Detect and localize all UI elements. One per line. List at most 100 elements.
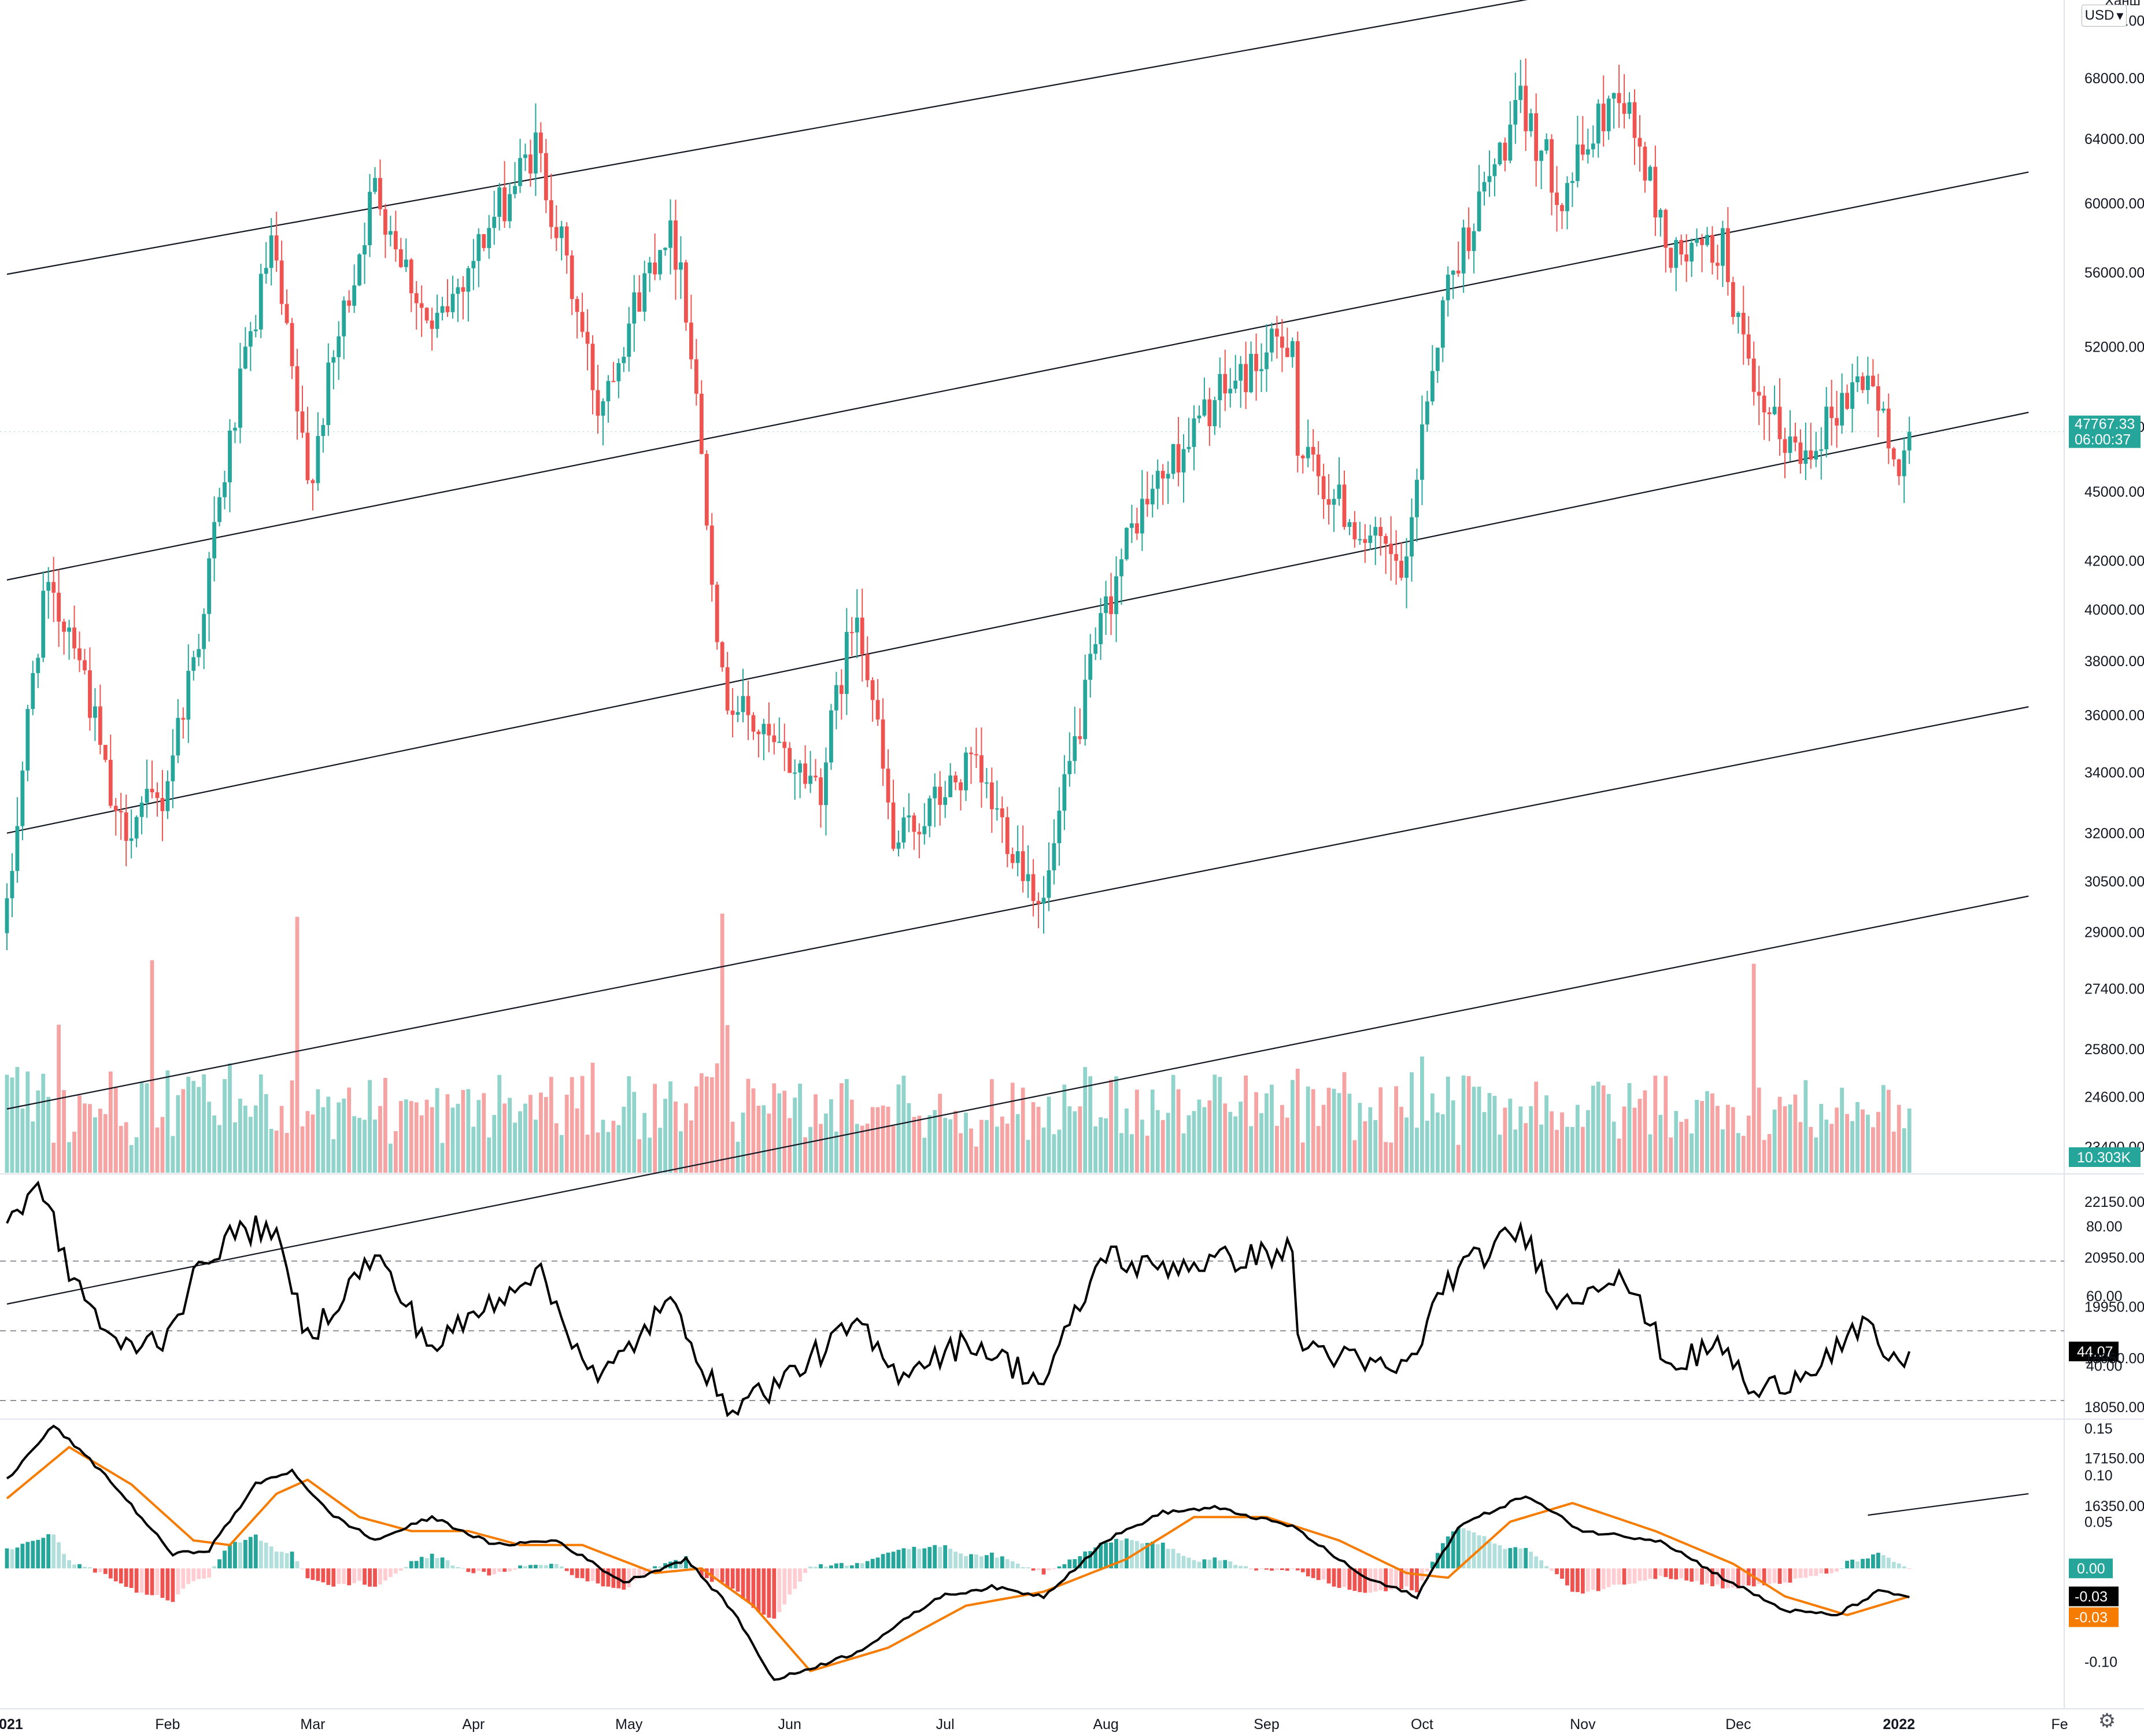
volume-bar: [326, 1096, 331, 1173]
volume-bar: [508, 1098, 512, 1173]
candle-body: [1249, 353, 1253, 393]
candle-body: [684, 262, 688, 323]
candle-body: [663, 248, 667, 250]
macd-histogram-bar: [1902, 1566, 1906, 1569]
volume-bar: [1316, 1126, 1321, 1173]
volume-bar: [1244, 1075, 1248, 1173]
macd-histogram-bar: [1192, 1560, 1196, 1569]
volume-bar: [1005, 1124, 1010, 1173]
volume-bar: [1176, 1089, 1181, 1173]
candle-body: [922, 826, 927, 834]
volume-bar: [1798, 1122, 1803, 1173]
price-tick-label: 17150.00: [2084, 1450, 2144, 1467]
macd-histogram-bar: [1809, 1568, 1813, 1576]
volume-bar: [1461, 1075, 1466, 1173]
volume-bar: [253, 1105, 258, 1173]
gear-icon[interactable]: ⚙: [2098, 1710, 2116, 1732]
channel-line-3: [6, 706, 2029, 1110]
candle-body: [642, 273, 647, 312]
price-tick-label: 27400.00: [2084, 981, 2144, 998]
volume-bar: [1394, 1086, 1399, 1173]
macd-histogram-bar: [1145, 1542, 1149, 1569]
volume-bar: [1114, 1076, 1118, 1173]
volume-bar: [492, 1114, 497, 1173]
volume-bar: [590, 1062, 595, 1173]
macd-histogram-bar: [1104, 1542, 1108, 1569]
macd-histogram-bar: [528, 1565, 533, 1569]
candle-body: [440, 306, 445, 313]
macd-histogram-bar: [202, 1568, 206, 1579]
volume-bar: [648, 1137, 652, 1173]
candle-body: [1539, 150, 1544, 161]
volume-bar: [518, 1111, 522, 1173]
time-tick-label: Aug: [1093, 1716, 1118, 1733]
volume-bar: [1503, 1107, 1507, 1173]
volume-bar: [922, 1137, 927, 1173]
volume-bar: [1155, 1110, 1160, 1173]
macd-histogram-bar: [476, 1568, 481, 1571]
candle-body: [767, 723, 771, 736]
candle-body: [570, 255, 574, 300]
macd-histogram-bar: [1611, 1568, 1616, 1585]
macd-histogram-bar: [1155, 1544, 1160, 1569]
volume-bar: [471, 1126, 476, 1173]
macd-histogram-bar: [1073, 1559, 1077, 1569]
volume-bar: [300, 1126, 305, 1173]
volume-bar: [901, 1076, 906, 1173]
macd-histogram-bar: [1160, 1542, 1165, 1569]
volume-bar: [1321, 1105, 1326, 1173]
price-tick-label: 38000.00: [2084, 653, 2144, 670]
volume-bar: [1342, 1072, 1347, 1173]
candle-body: [1093, 644, 1098, 654]
volume-bar: [943, 1118, 948, 1173]
currency-select[interactable]: USD ▾: [2082, 5, 2127, 27]
volume-bar: [67, 1142, 71, 1173]
macd-histogram-bar: [1555, 1568, 1559, 1575]
macd-histogram-bar: [1041, 1568, 1046, 1575]
volume-bar: [1140, 1120, 1144, 1173]
volume-bar: [1627, 1083, 1632, 1173]
volume-bar: [1891, 1131, 1896, 1173]
volume-bar: [1326, 1087, 1331, 1173]
volume-bar: [1876, 1111, 1880, 1173]
candle-body: [181, 718, 186, 720]
volume-bar: [1466, 1076, 1471, 1173]
volume-bar: [202, 1074, 206, 1173]
macd-histogram-bar: [1513, 1547, 1518, 1569]
candle-body: [1617, 93, 1621, 104]
macd-histogram-bar: [134, 1568, 139, 1593]
candle-body: [155, 792, 160, 798]
candle-body: [616, 363, 621, 382]
candle-body: [554, 227, 559, 238]
time-axis[interactable]: 2021 Feb Mar Apr May Jun Jul Aug Sep Oct Nov Dec 202…: [0, 1716, 2068, 1733]
macd-histogram-bar: [756, 1568, 761, 1612]
candle-body: [730, 710, 735, 715]
candle-body: [1601, 104, 1606, 131]
price-tick-label: 18950.00: [2084, 1350, 2144, 1366]
macd-histogram-bar: [1440, 1543, 1445, 1569]
candle-body: [1186, 446, 1191, 449]
macd-histogram-bar: [15, 1547, 20, 1569]
volume-bar: [1197, 1099, 1202, 1173]
volume-bar: [855, 1124, 859, 1173]
volume-bar: [389, 1143, 393, 1173]
macd-histogram-bar: [1503, 1549, 1507, 1569]
volume-bar: [824, 1113, 828, 1173]
candle-body: [1585, 149, 1590, 155]
volume-bar: [1861, 1109, 1865, 1173]
volume-bar: [398, 1100, 403, 1173]
volume-bar: [1047, 1096, 1051, 1173]
volume-bar: [1736, 1133, 1740, 1173]
macd-histogram-bar: [1487, 1541, 1492, 1569]
macd-histogram-bar: [1239, 1565, 1243, 1569]
candle-body: [1213, 400, 1217, 426]
volume-bar: [1788, 1104, 1792, 1173]
macd-histogram-bar: [518, 1565, 522, 1569]
macd-histogram-bar: [1352, 1568, 1357, 1591]
macd-histogram-bar: [1005, 1559, 1010, 1569]
candle-body: [508, 194, 512, 221]
candle-body: [1783, 439, 1787, 453]
macd-histogram-bar: [1415, 1568, 1419, 1593]
candle-body: [1637, 138, 1642, 147]
